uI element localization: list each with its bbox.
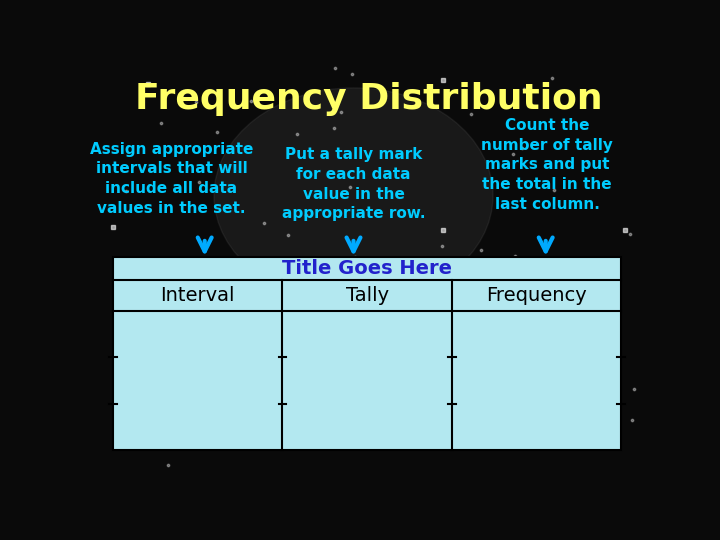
Point (120, 187, 131, 195)
Point (516, 144, 528, 152)
Point (282, 231, 294, 239)
Text: Interval: Interval (161, 286, 235, 305)
Point (624, 230, 636, 238)
Point (549, 186, 560, 194)
Point (137, 354, 148, 362)
Point (534, 322, 545, 331)
Point (444, 295, 455, 304)
Point (300, 211, 312, 220)
Point (328, 124, 340, 132)
Point (109, 336, 120, 345)
Point (332, 325, 343, 333)
Point (437, 242, 449, 251)
Bar (113, 257, 621, 450)
Point (291, 339, 302, 347)
Point (394, 293, 405, 302)
Point (523, 297, 534, 306)
Point (458, 269, 469, 278)
Point (582, 158, 594, 166)
Point (544, 379, 555, 387)
Point (626, 415, 637, 424)
Point (509, 251, 521, 260)
Point (508, 150, 519, 158)
Point (336, 108, 347, 117)
Point (346, 70, 358, 78)
Text: Frequency Distribution: Frequency Distribution (135, 83, 603, 117)
Point (500, 337, 511, 346)
Point (258, 219, 270, 227)
Text: Frequency: Frequency (486, 286, 587, 305)
Point (475, 246, 487, 255)
Ellipse shape (214, 88, 493, 303)
Point (563, 388, 575, 396)
Text: Title Goes Here: Title Goes Here (282, 259, 452, 278)
Point (518, 85, 530, 93)
Point (266, 399, 278, 408)
Point (350, 253, 361, 261)
Point (157, 361, 168, 369)
Point (171, 292, 182, 301)
Point (193, 178, 204, 186)
Point (601, 256, 613, 265)
Point (465, 387, 477, 395)
Point (473, 337, 485, 346)
Text: Assign appropriate
intervals that will
include all data
values in the set.: Assign appropriate intervals that will i… (90, 141, 253, 216)
Point (345, 183, 356, 191)
Point (211, 127, 222, 136)
Point (549, 350, 560, 359)
Text: Count the
number of tally
marks and put
the total in the
last column.: Count the number of tally marks and put … (481, 118, 613, 212)
Point (211, 291, 222, 299)
Text: Put a tally mark
for each data
value in the
appropriate row.: Put a tally mark for each data value in … (282, 147, 426, 221)
Point (291, 130, 302, 139)
Point (546, 73, 557, 82)
Point (629, 385, 640, 394)
Point (245, 97, 256, 105)
Text: Tally: Tally (346, 286, 389, 305)
Point (162, 461, 174, 469)
Point (156, 119, 167, 127)
Point (329, 64, 341, 72)
Point (465, 110, 477, 118)
Point (190, 98, 202, 106)
